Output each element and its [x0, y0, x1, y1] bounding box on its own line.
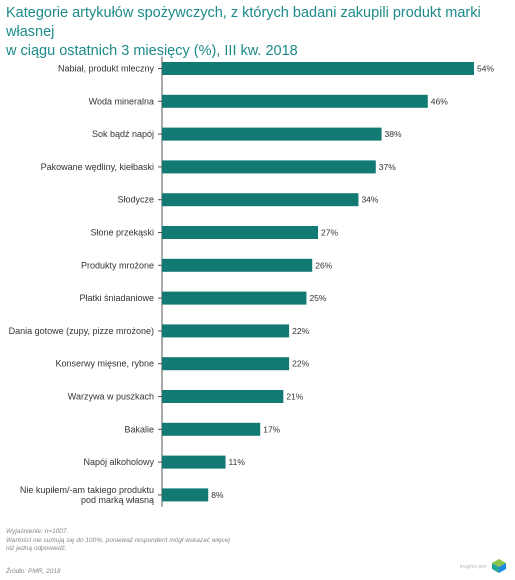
- category-label: Konserwy mięsne, rybne: [55, 359, 154, 369]
- bar: [162, 127, 382, 141]
- data-label: 46%: [431, 96, 448, 106]
- bar: [162, 226, 318, 239]
- category-label-line: pod marką własną: [81, 495, 154, 505]
- logo-text: insights pmr: [460, 564, 487, 570]
- data-label: 27%: [321, 228, 338, 238]
- category-label: Nie kupiłem/-am takiego produktu pod mark…: [20, 485, 154, 505]
- bar: [162, 422, 261, 436]
- category-label-line: Dania gotowe (zupy, pizze mrożone): [9, 326, 154, 336]
- chart-title: Kategorie artykułów spożywczych, z który…: [6, 4, 506, 61]
- data-label: 54%: [477, 64, 494, 74]
- category-label-line: Woda mineralna: [89, 96, 154, 106]
- category-label-line: Nie kupiłem/-am takiego produktu: [20, 485, 154, 495]
- data-label: 37%: [379, 162, 396, 172]
- bar: [162, 324, 290, 338]
- pmr-logo-icon: [492, 559, 506, 573]
- category-label-line: Płatki śniadaniowe: [79, 293, 154, 303]
- data-label: 25%: [309, 293, 326, 303]
- bar: [162, 62, 474, 75]
- bar: [162, 390, 284, 403]
- category-label-line: Nabiał, produkt mleczny: [58, 64, 155, 74]
- category-label: Słone przekąski: [90, 228, 154, 238]
- data-label: 38%: [385, 129, 402, 139]
- note-line: Wyjaśnienie: n=1007.: [6, 528, 69, 535]
- note-line: Wartości nie sumują się do 100%, poniewa…: [6, 536, 230, 544]
- category-label: Płatki śniadaniowe: [79, 293, 154, 303]
- category-label: Nabiał, produkt mleczny: [58, 64, 155, 74]
- category-label: Woda mineralna: [89, 96, 154, 106]
- bar: [162, 94, 428, 108]
- bar-chart: 54% Nabiał, produkt mleczny 46% Woda minera…: [9, 56, 494, 507]
- category-label-line: Warzywa w puszkach: [68, 392, 154, 402]
- category-label-line: Słone przekąski: [90, 228, 154, 238]
- bar: [162, 258, 313, 272]
- category-label: Bakalie: [124, 424, 154, 434]
- category-label-line: Napój alkoholowy: [83, 457, 154, 467]
- bar: [162, 291, 307, 305]
- category-label-line: Pakowane wędliny, kiełbaski: [41, 162, 154, 172]
- bar: [162, 455, 226, 469]
- category-label: Słodycze: [117, 195, 154, 205]
- chart-title-line: w ciągu ostatnich 3 miesięcy (%), III kw…: [6, 43, 298, 59]
- bar: [162, 488, 209, 502]
- chart-notes: Wyjaśnienie: n=1007. Wartości nie sumują…: [6, 528, 306, 554]
- data-label: 22%: [292, 326, 309, 336]
- data-label: 34%: [361, 195, 378, 205]
- bar: [162, 357, 290, 371]
- category-label-line: Bakalie: [124, 424, 154, 434]
- category-label-line: Produkty mrożone: [81, 260, 154, 270]
- bar: [162, 193, 359, 207]
- data-label: 17%: [263, 424, 280, 434]
- data-label: 11%: [229, 457, 246, 467]
- category-label-line: Sok bądź napój: [92, 129, 154, 139]
- category-label: Produkty mrożone: [81, 260, 154, 270]
- data-label: 22%: [292, 359, 309, 369]
- category-label: Warzywa w puszkach: [68, 392, 154, 402]
- category-label: Pakowane wędliny, kiełbaski: [41, 162, 154, 172]
- chart-title-line: Kategorie artykułów spożywczych, z który…: [6, 5, 481, 40]
- category-label-line: Słodycze: [117, 195, 154, 205]
- category-label: Napój alkoholowy: [83, 457, 154, 467]
- category-label-line: Konserwy mięsne, rybne: [55, 359, 154, 369]
- data-label: 8%: [211, 490, 224, 500]
- category-label: Dania gotowe (zupy, pizze mrożone): [9, 326, 154, 336]
- bar: [162, 160, 376, 174]
- note-line: niż jedną odpowiedź.: [6, 545, 67, 552]
- category-label: Sok bądź napój: [92, 129, 154, 139]
- data-label: 21%: [286, 392, 303, 402]
- chart-source: Źródło: PMR, 2018: [6, 568, 61, 575]
- data-label: 26%: [315, 260, 332, 270]
